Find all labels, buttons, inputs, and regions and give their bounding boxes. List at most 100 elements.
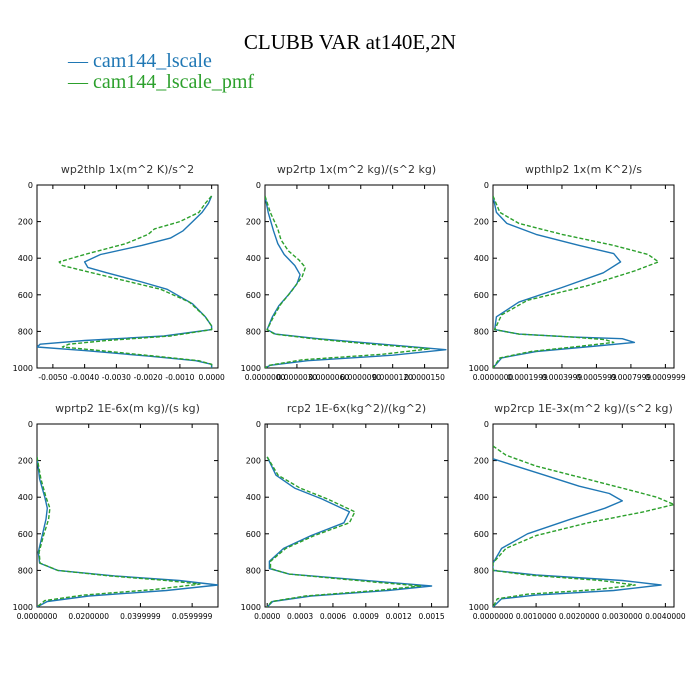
x-tick-label: 0.0009 <box>353 612 379 621</box>
chart-panel-6: wp2rcp 1E-3x(m^2 kg)/(s^2 kg) 0 200 400 600 8… <box>469 402 686 621</box>
y-tick-label: 0 <box>28 420 33 429</box>
y-tick-label: 0 <box>256 181 261 190</box>
x-tick-label: 0.0020000 <box>559 612 600 621</box>
series-line-cam144-lscale <box>37 195 213 368</box>
panel-title: wpthlp2 1x(m K^2)/s <box>525 163 642 176</box>
y-tick-label: 800 <box>474 566 489 575</box>
x-tick-label: 0.0009999 <box>645 373 686 382</box>
y-tick-label: 400 <box>18 254 33 263</box>
y-tick-label: 600 <box>246 291 261 300</box>
chart-panel-3: wpthlp2 1x(m K^2)/s020040060080010000.00… <box>469 163 686 382</box>
y-tick-label: 1000 <box>13 364 33 373</box>
panel-title: wp2thlp 1x(m^2 K)/s^2 <box>61 163 194 176</box>
chart-panel-2: wp2rtp 1x(m^2 kg)/(s^2 kg) 0 200 400 600 800 1… <box>241 163 449 382</box>
y-tick-label: 0 <box>484 420 489 429</box>
y-tick-label: 0 <box>484 181 489 190</box>
y-tick-label: 800 <box>18 566 33 575</box>
y-tick-label: 0 <box>256 420 261 429</box>
x-tick-label: 0.0399999 <box>120 612 161 621</box>
plot-frame <box>492 184 675 369</box>
y-tick-label: 1000 <box>469 364 489 373</box>
y-tick-label: 400 <box>246 493 261 502</box>
y-tick-label: 600 <box>18 530 33 539</box>
panel-title: wp2rtp 1x(m^2 kg)/(s^2 kg) <box>277 163 436 176</box>
y-tick-label: 600 <box>474 291 489 300</box>
panel-title: wprtp2 1E-6x(m kg)/(s kg) <box>55 402 200 415</box>
y-tick-label: 200 <box>246 218 261 227</box>
x-tick-label: 0.0000000 <box>245 373 286 382</box>
x-tick-label: 0.0000090 <box>340 373 381 382</box>
x-tick-label: 0.0000 <box>254 612 280 621</box>
y-tick-label: 800 <box>246 566 261 575</box>
y-tick-label: 1000 <box>241 364 261 373</box>
series-line-cam144-lscale-pmf <box>265 195 431 368</box>
y-tick-label: 200 <box>246 457 261 466</box>
chart-panel-1: wp2thlp 1x(m^2 K)/s^2 0 200 400 600 800 1000 -0… <box>13 163 225 382</box>
x-tick-label: 0.0599999 <box>172 612 213 621</box>
legend-swatch-icon: — <box>68 50 88 72</box>
series-line-cam144-lscale <box>493 458 662 607</box>
y-tick-label: 1000 <box>241 603 261 612</box>
series-line-cam144-lscale <box>265 195 447 368</box>
y-tick-label: 600 <box>246 530 261 539</box>
series-line-cam144-lscale-pmf <box>58 195 213 368</box>
y-tick-label: 600 <box>474 530 489 539</box>
y-tick-label: 400 <box>474 254 489 263</box>
plot-frame <box>264 423 449 608</box>
series-line-cam144-lscale <box>493 195 636 368</box>
x-tick-label: 0.0000030 <box>277 373 318 382</box>
legend-item-cam144-lscale: — cam144_lscale <box>68 50 212 73</box>
x-tick-label: 0.0005999 <box>576 373 617 382</box>
y-tick-label: 400 <box>246 254 261 263</box>
x-tick-label: 0.0006 <box>320 612 346 621</box>
y-tick-label: 200 <box>474 218 489 227</box>
x-tick-label: 0.0000000 <box>17 612 58 621</box>
x-tick-label: -0.0030 <box>102 373 131 382</box>
x-tick-label: 0.0000000 <box>473 373 514 382</box>
series-line-cam144-lscale-pmf <box>493 445 674 607</box>
y-tick-label: 600 <box>18 291 33 300</box>
x-tick-label: 0.0000060 <box>309 373 350 382</box>
plot-frame <box>36 423 219 608</box>
legend-label: cam144_lscale <box>93 50 212 72</box>
legend-swatch-icon: — <box>68 71 88 93</box>
series-line-cam144-lscale <box>266 456 433 607</box>
y-tick-label: 400 <box>18 493 33 502</box>
series-line-cam144-lscale-pmf <box>493 195 660 368</box>
plot-frame <box>264 184 449 369</box>
plot-frame <box>36 184 219 369</box>
x-tick-label: 0.0040000 <box>645 612 686 621</box>
y-tick-label: 200 <box>18 457 33 466</box>
legend-label: cam144_lscale_pmf <box>93 71 255 93</box>
y-tick-label: 800 <box>18 327 33 336</box>
series-line-cam144-lscale-pmf <box>266 456 422 607</box>
x-tick-label: -0.0010 <box>165 373 194 382</box>
x-tick-label: 0.0003999 <box>542 373 583 382</box>
y-tick-label: 800 <box>474 327 489 336</box>
chart-panel-4: wprtp2 1E-6x(m kg)/(s kg) 0 200 400 600 800 10… <box>13 402 219 621</box>
page-title: CLUBB VAR at140E,2N <box>243 30 457 54</box>
x-tick-label: 0.0010000 <box>516 612 557 621</box>
x-tick-label: -0.0040 <box>70 373 99 382</box>
x-tick-label: 0.0030000 <box>602 612 643 621</box>
panel-title: rcp2 1E-6x(kg^2)/(kg^2) <box>287 402 426 415</box>
series-line-cam144-lscale <box>37 456 218 607</box>
y-tick-label: 400 <box>474 493 489 502</box>
x-tick-label: 0.0012 <box>386 612 412 621</box>
y-tick-label: 1000 <box>13 603 33 612</box>
legend-item-cam144-lscale-pmf: — cam144_lscale_pmf <box>68 71 254 94</box>
x-tick-label: 0.0015 <box>418 612 444 621</box>
x-tick-label: 0.0000000 <box>473 612 514 621</box>
x-tick-label: 0.0000150 <box>404 373 445 382</box>
chart-panel-5: rcp2 1E-6x(kg^2)/(kg^2) 0 200 400 600 800 1000… <box>241 402 449 621</box>
x-tick-label: 0.0003 <box>287 612 313 621</box>
plot-frame <box>492 423 675 608</box>
y-tick-label: 200 <box>18 218 33 227</box>
x-tick-label: 0.0001999 <box>507 373 548 382</box>
series-line-cam144-lscale-pmf <box>37 456 201 607</box>
x-tick-label: 0.0000 <box>199 373 225 382</box>
y-tick-label: 200 <box>474 457 489 466</box>
y-tick-label: 1000 <box>469 603 489 612</box>
x-tick-label: -0.0050 <box>38 373 67 382</box>
